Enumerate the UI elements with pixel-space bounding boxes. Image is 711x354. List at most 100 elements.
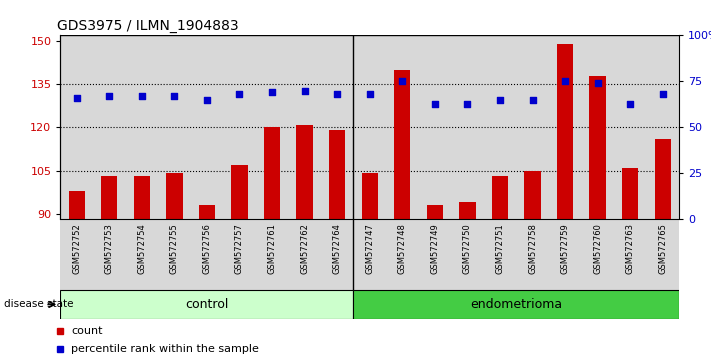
Point (364, 91, 375, 97)
Text: GSM572751: GSM572751 (496, 223, 504, 274)
Point (527, 97, 538, 103)
Bar (60, 290, 353, 319)
Bar (459, 202, 476, 219)
Text: GSM572752: GSM572752 (73, 223, 81, 274)
Bar (256, 35, 289, 219)
Text: GSM572761: GSM572761 (267, 223, 277, 274)
Bar (158, 35, 191, 219)
Text: GDS3975 / ILMN_1904883: GDS3975 / ILMN_1904883 (58, 19, 239, 33)
Bar (101, 176, 117, 219)
Text: GSM572764: GSM572764 (333, 223, 342, 274)
Bar (516, 219, 549, 290)
Bar (622, 168, 638, 219)
Bar (549, 35, 582, 219)
Text: GSM572757: GSM572757 (235, 223, 244, 274)
Bar (655, 139, 671, 219)
Bar (646, 35, 679, 219)
Bar (353, 35, 386, 219)
Bar (93, 219, 126, 290)
Bar (353, 290, 679, 319)
Point (592, 80, 604, 86)
Bar (264, 127, 280, 219)
Point (494, 97, 506, 103)
Text: disease state: disease state (4, 299, 73, 309)
Bar (289, 35, 321, 219)
Bar (296, 125, 313, 219)
Bar (256, 219, 289, 290)
Bar (93, 35, 126, 219)
Bar (483, 219, 516, 290)
Point (267, 90, 278, 95)
Bar (582, 35, 614, 219)
Bar (451, 219, 483, 290)
Bar (386, 35, 419, 219)
Text: GSM572748: GSM572748 (397, 223, 407, 274)
Point (397, 79, 408, 84)
Bar (60, 219, 93, 290)
Point (560, 79, 571, 84)
Bar (386, 219, 419, 290)
Bar (60, 35, 93, 219)
Bar (166, 173, 183, 219)
Text: GSM572760: GSM572760 (593, 223, 602, 274)
Bar (483, 35, 516, 219)
Bar (223, 35, 256, 219)
Bar (289, 219, 321, 290)
Bar (68, 191, 85, 219)
Bar (362, 173, 378, 219)
Point (331, 91, 343, 97)
Bar (614, 35, 646, 219)
Bar (557, 44, 573, 219)
Bar (516, 35, 549, 219)
Point (657, 91, 668, 97)
Bar (524, 171, 540, 219)
Bar (191, 219, 223, 290)
Point (461, 101, 473, 106)
Text: GSM572753: GSM572753 (105, 223, 114, 274)
Point (104, 93, 115, 99)
Point (201, 97, 213, 103)
Bar (549, 219, 582, 290)
Point (71, 95, 82, 101)
Text: GSM572750: GSM572750 (463, 223, 472, 274)
Text: percentile rank within the sample: percentile rank within the sample (71, 344, 259, 354)
Bar (589, 76, 606, 219)
Bar (394, 70, 410, 219)
Bar (321, 35, 353, 219)
Bar (614, 219, 646, 290)
Text: GSM572763: GSM572763 (626, 223, 635, 274)
Bar (223, 219, 256, 290)
Text: GSM572762: GSM572762 (300, 223, 309, 274)
Bar (427, 205, 443, 219)
Point (136, 93, 147, 99)
Text: GSM572758: GSM572758 (528, 223, 537, 274)
Point (624, 101, 636, 106)
Text: GSM572749: GSM572749 (430, 223, 439, 274)
Text: endometrioma: endometrioma (470, 298, 562, 311)
Point (299, 88, 310, 93)
Text: GSM572755: GSM572755 (170, 223, 179, 274)
Bar (646, 219, 679, 290)
Bar (321, 219, 353, 290)
Text: GSM572765: GSM572765 (658, 223, 667, 274)
Point (234, 91, 245, 97)
Text: control: control (186, 298, 229, 311)
Bar (158, 219, 191, 290)
Bar (231, 165, 247, 219)
Bar (134, 176, 150, 219)
Bar (126, 219, 158, 290)
Bar (419, 35, 451, 219)
Text: GSM572747: GSM572747 (365, 223, 374, 274)
Point (169, 93, 180, 99)
Bar (353, 219, 386, 290)
Bar (126, 35, 158, 219)
Point (429, 101, 441, 106)
Text: GSM572754: GSM572754 (137, 223, 146, 274)
Text: GSM572759: GSM572759 (560, 223, 570, 274)
Bar (492, 176, 508, 219)
Text: GSM572756: GSM572756 (203, 223, 211, 274)
Bar (191, 35, 223, 219)
Bar (199, 205, 215, 219)
Bar (419, 219, 451, 290)
Bar (329, 130, 346, 219)
